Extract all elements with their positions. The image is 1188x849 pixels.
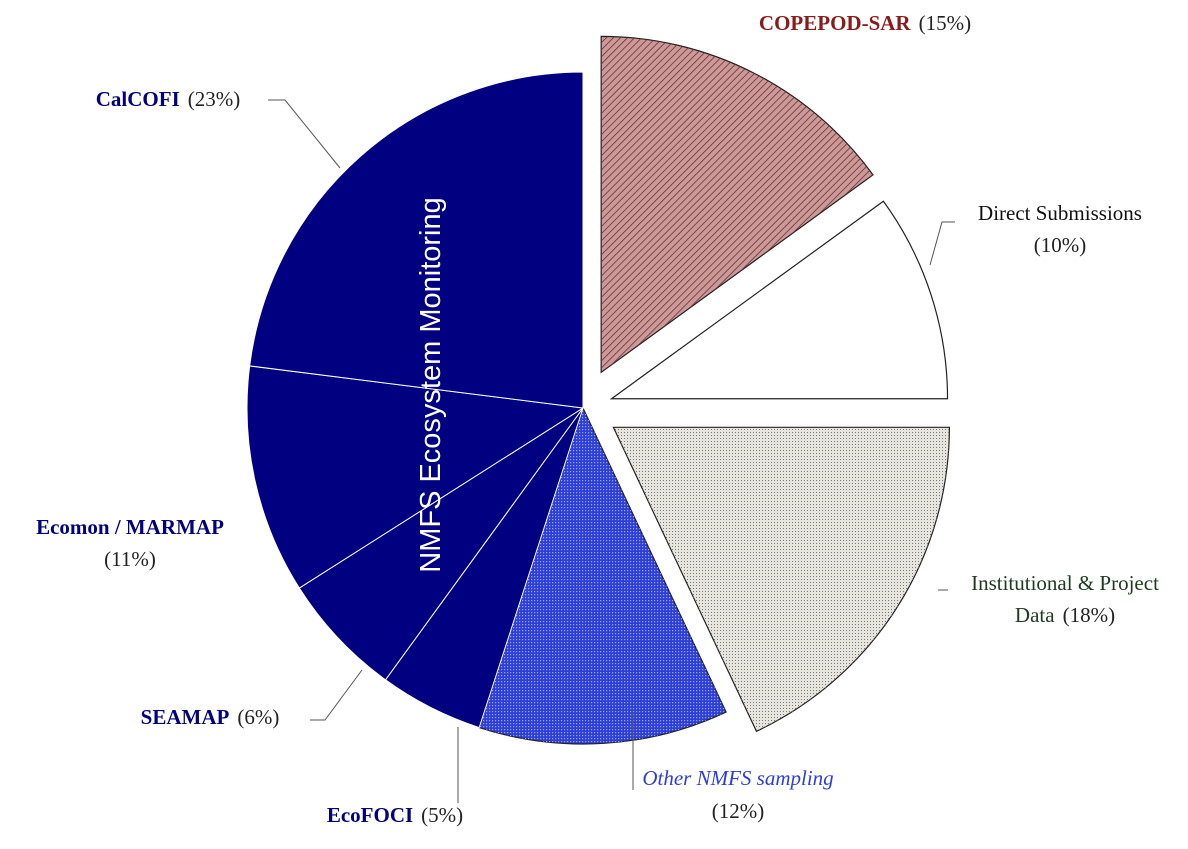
leader-line — [929, 221, 955, 266]
slice-name: Ecomon / MARMAP — [36, 515, 224, 539]
slice-name: SEAMAP — [141, 705, 230, 729]
slice-value: (10%) — [1034, 233, 1086, 257]
slice-label: EcoFOCI (5%) — [327, 803, 463, 827]
slice-label: CalCOFI (23%) — [96, 87, 240, 111]
slices — [246, 35, 950, 745]
leader-line — [268, 99, 341, 169]
slice — [246, 365, 585, 589]
slice-name: Direct Submissions — [978, 201, 1142, 225]
slice-value: (6%) — [237, 705, 279, 729]
slice-value: (11%) — [104, 547, 156, 571]
slice-label: COPEPOD-SAR (15%) — [759, 11, 971, 35]
slice-value: (5%) — [421, 803, 463, 827]
slice-name: CalCOFI — [96, 87, 180, 111]
slice-name: Institutional & Project — [971, 571, 1159, 595]
slice — [298, 407, 584, 681]
slice-label: SEAMAP (6%) — [141, 705, 280, 729]
slice — [609, 200, 949, 400]
slice-value: (23%) — [188, 87, 240, 111]
labels: COPEPOD-SAR (15%) Direct Submissions (10%) I… — [36, 11, 1159, 827]
slice-value: (12%) — [712, 799, 764, 823]
annotation: NMFS Ecosystem Monitoring — [415, 197, 447, 573]
slice-name: EcoFOCI — [327, 803, 413, 827]
leader-line — [310, 669, 363, 721]
slice-name-end: Data — [1015, 603, 1055, 627]
slice — [249, 71, 584, 409]
slice-name: COPEPOD-SAR — [759, 11, 912, 35]
slice-value: (15%) — [919, 11, 971, 35]
slice-name: Other NMFS sampling — [642, 766, 833, 790]
slice-value: (18%) — [1063, 603, 1115, 627]
slice-label: Data (18%) — [1015, 603, 1115, 627]
